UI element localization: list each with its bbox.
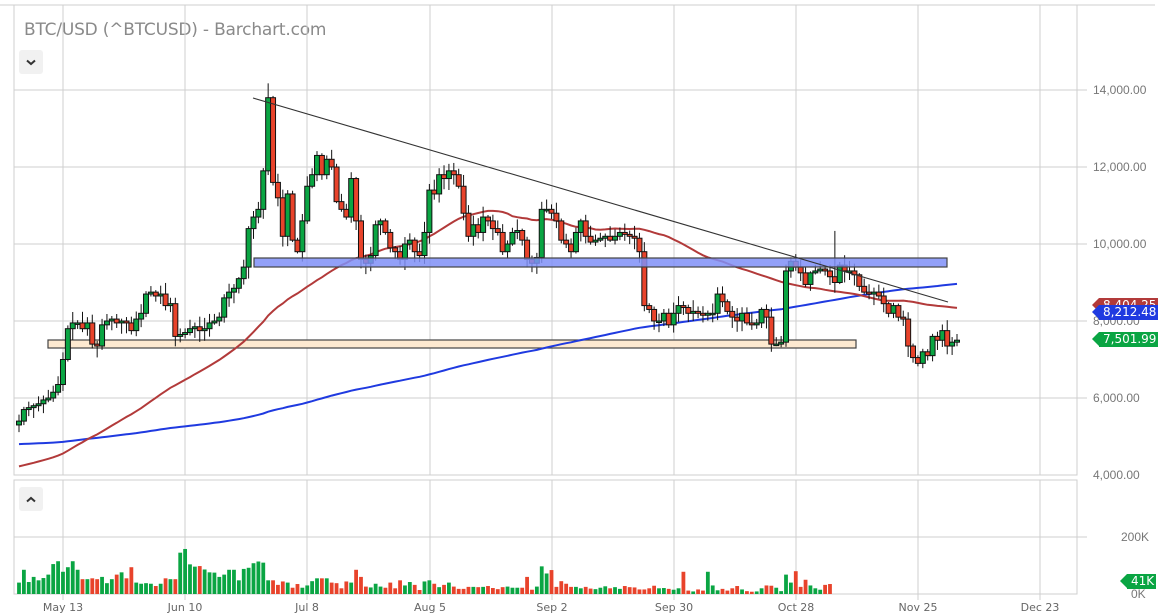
price-tick-label: 10,000.00 (1093, 237, 1147, 251)
price-tick-label: 4,000.00 (1093, 468, 1140, 482)
svg-text:Jul 8: Jul 8 (294, 601, 319, 614)
volume-bars (17, 548, 832, 594)
last-price-tag: 7,501.99 (1091, 332, 1159, 347)
zones (47, 339, 857, 349)
price-tick-label: 12,000.00 (1093, 160, 1147, 174)
svg-text:Sep 2: Sep 2 (536, 601, 567, 614)
svg-text:200K: 200K (1121, 530, 1149, 544)
last-volume-tag: 41K (1119, 574, 1157, 589)
chevron-up-icon (26, 496, 36, 502)
svg-text:Dec 23: Dec 23 (1021, 601, 1060, 614)
svg-text:Jun 10: Jun 10 (167, 601, 203, 614)
ma-slow-tag: 8,212.48 (1091, 305, 1159, 320)
svg-text:Sep 30: Sep 30 (655, 601, 693, 614)
price-tick-label: 6,000.00 (1093, 391, 1140, 405)
svg-text:May 13: May 13 (43, 601, 83, 614)
candlesticks (16, 83, 960, 433)
svg-text:Aug 5: Aug 5 (414, 601, 446, 614)
chart-title: BTC/USD (^BTCUSD) - Barchart.com (24, 20, 327, 40)
chevron-down-icon (26, 59, 36, 65)
axes: 14,000.0012,000.0010,000.008,000.006,000… (43, 83, 1149, 614)
svg-text:Oct 28: Oct 28 (778, 601, 815, 614)
moving-averages (18, 209, 958, 468)
svg-text:Nov 25: Nov 25 (899, 601, 938, 614)
collapse-chart-button[interactable] (19, 50, 43, 74)
expand-volume-button[interactable] (19, 487, 43, 511)
grid-lines (0, 4, 1155, 600)
svg-text:0K: 0K (1131, 587, 1146, 601)
price-tick-label: 14,000.00 (1093, 83, 1147, 97)
trendline (252, 97, 949, 303)
